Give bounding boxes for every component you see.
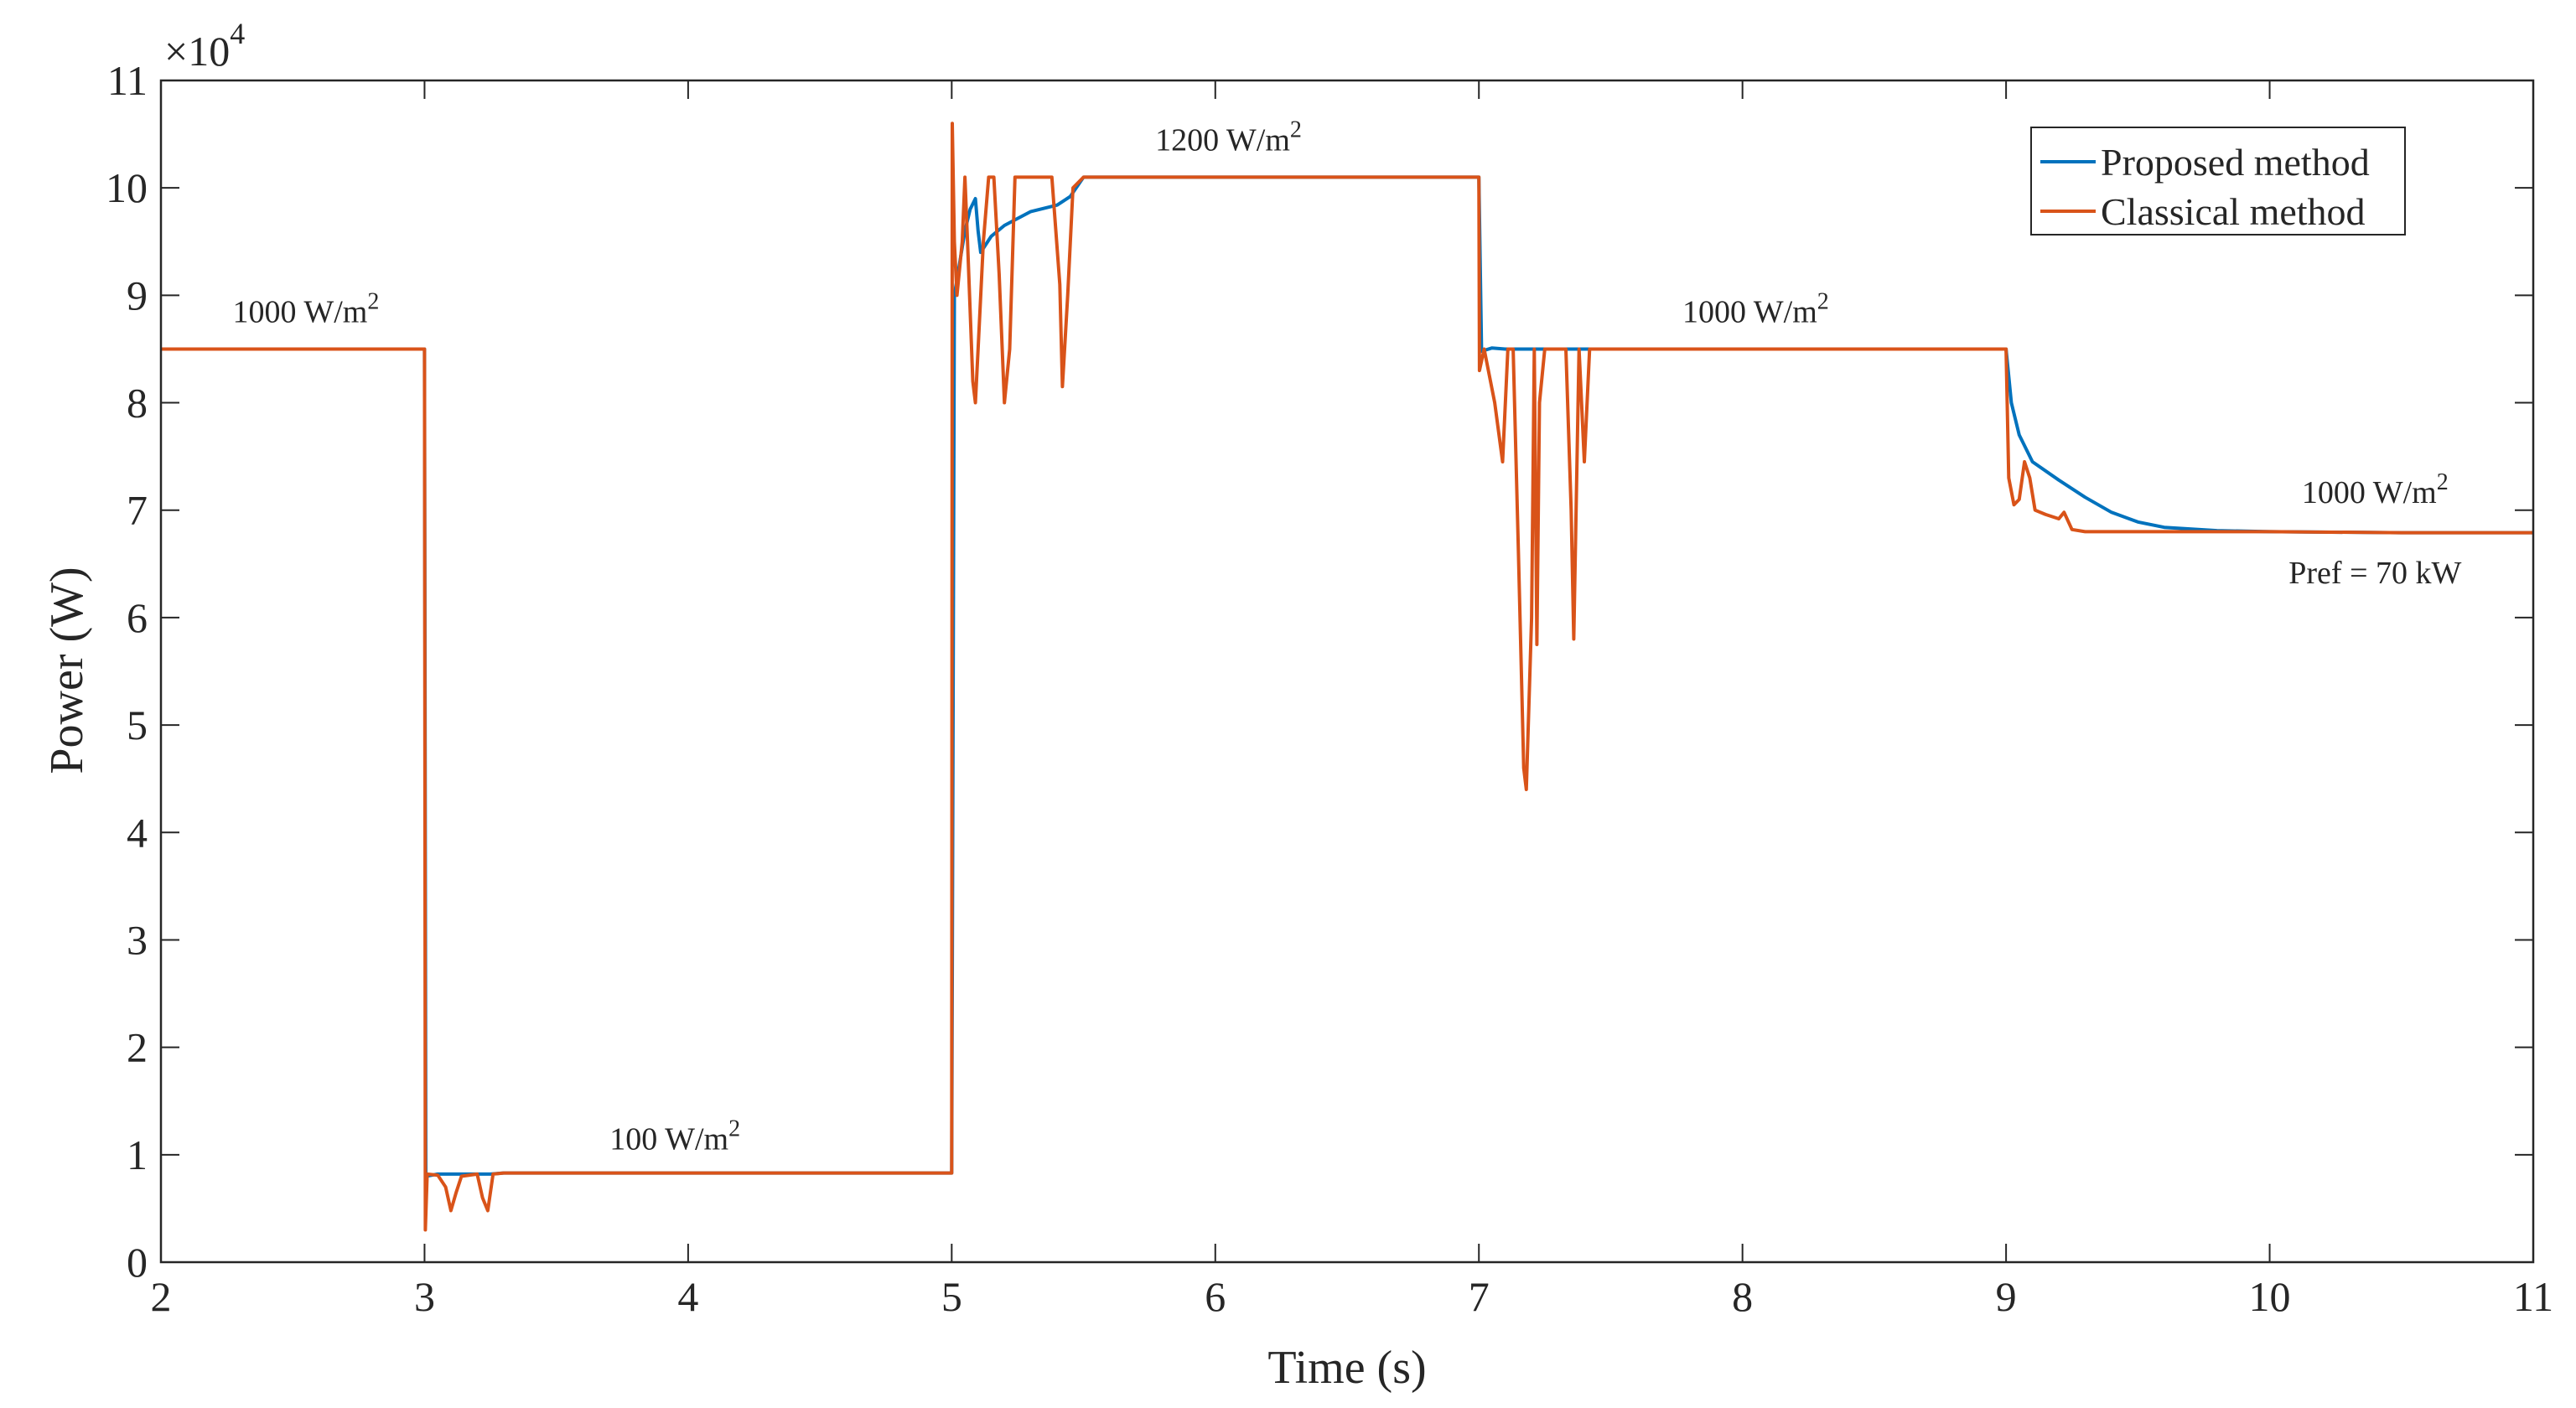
x-tick-label: 8 — [1732, 1273, 1753, 1320]
plot-area — [161, 80, 2533, 1262]
y-axis-title: Power (W) — [41, 567, 93, 774]
annotation-label: 1000 W/m2 — [233, 288, 380, 329]
x-tick-label: 4 — [677, 1273, 698, 1320]
y-tick-label: 1 — [127, 1131, 148, 1178]
y-multiplier-exponent: 4 — [230, 17, 245, 50]
y-tick-label: 9 — [127, 272, 148, 318]
series-layer — [161, 122, 2533, 1232]
y-tick-label: 10 — [106, 164, 148, 211]
y-multiplier-base: ×10 — [164, 28, 230, 75]
y-tick-label: 0 — [127, 1239, 148, 1286]
x-tick-label: 6 — [1205, 1273, 1226, 1320]
x-tick-label: 11 — [2513, 1273, 2553, 1320]
annotation-label: 1000 W/m2 — [1682, 288, 1829, 329]
legend[interactable]: Proposed method Classical method — [2030, 127, 2406, 236]
y-tick-label: 8 — [127, 380, 148, 427]
annotation-layer: 1000 W/m2 100 W/m2 1200 W/m2 1000 W/m2 1000 … — [233, 116, 2462, 1157]
plot-frame — [159, 79, 2535, 1264]
annotation-label: 100 W/m2 — [609, 1116, 740, 1157]
annotation-label: Pref = 70 kW — [2288, 556, 2461, 591]
y-tick-label: 6 — [127, 594, 148, 641]
y-tick-label: 2 — [127, 1024, 148, 1071]
y-tick-label: 5 — [127, 701, 148, 748]
y-tick-label: 7 — [127, 487, 148, 534]
x-axis-title: Time (s) — [1267, 1342, 1426, 1394]
x-tick-label: 7 — [1469, 1273, 1490, 1320]
annotation-label: 1000 W/m2 — [2302, 469, 2449, 510]
x-tick-label: 5 — [941, 1273, 962, 1320]
legend-label-proposed: Proposed method — [2101, 141, 2370, 184]
y-tick-label: 3 — [127, 916, 148, 963]
y-tick-label: 11 — [107, 57, 148, 104]
x-tick-label: 3 — [414, 1273, 435, 1320]
x-tick-label: 2 — [151, 1273, 172, 1320]
legend-box — [2030, 127, 2406, 236]
annotation-label: 1200 W/m2 — [1155, 116, 1302, 158]
y-tick-label: 4 — [127, 809, 148, 856]
ticks-layer: 2 3 4 5 6 7 8 9 10 11 0 1 2 3 4 5 6 7 8 9 10 11 — [106, 57, 2553, 1320]
x-tick-label: 10 — [2249, 1273, 2291, 1320]
x-tick-label: 9 — [1996, 1273, 2017, 1320]
legend-label-classical: Classical method — [2101, 190, 2366, 233]
y-multiplier-label: ×104 — [164, 17, 245, 75]
series-line-classical — [161, 122, 2533, 1232]
